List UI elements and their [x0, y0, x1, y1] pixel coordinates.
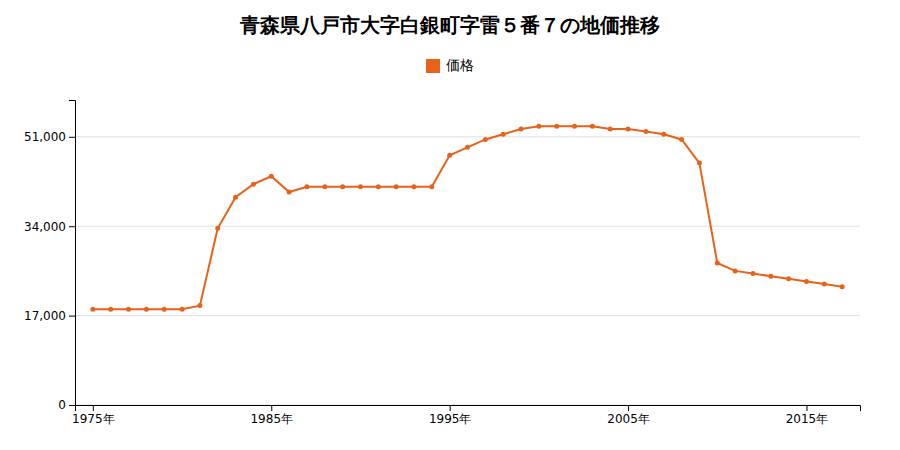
tick-mark [93, 405, 94, 411]
marker [501, 132, 506, 137]
marker [126, 307, 131, 312]
marker [429, 184, 434, 189]
tick-label: 34,000 [24, 220, 66, 234]
marker [394, 184, 399, 189]
tick-mark [69, 226, 75, 227]
marker [786, 276, 791, 281]
x-axis: 1975年 1985年 1995年 2005年 2015年 [72, 405, 860, 426]
tick-label: 0 [58, 398, 66, 412]
tick-label: 17,000 [24, 309, 66, 323]
marker [715, 261, 720, 266]
tick-mark [69, 405, 75, 406]
axis-line [76, 406, 861, 412]
marker [626, 126, 631, 131]
marker [572, 124, 577, 129]
marker [108, 307, 113, 312]
marker [180, 307, 185, 312]
tick-label: 2005年 [607, 412, 650, 426]
marker [304, 184, 309, 189]
marker [197, 303, 202, 308]
y-axis: 0 17,000 34,000 51,000 [24, 101, 76, 413]
marker [287, 190, 292, 195]
marker [536, 124, 541, 129]
marker [340, 184, 345, 189]
title: 青森県八戸市大字白銀町字雷５番７の地価推移 [239, 13, 660, 37]
tick-mark [69, 316, 75, 317]
marker [750, 271, 755, 276]
marker [251, 182, 256, 187]
marker [519, 126, 524, 131]
grid-line [75, 136, 860, 137]
marker [447, 153, 452, 158]
grid-line [75, 315, 860, 316]
marker [822, 282, 827, 287]
marker [411, 184, 416, 189]
legend-item: 価格 [426, 57, 474, 73]
marker [144, 307, 149, 312]
grid [75, 137, 860, 405]
marker [322, 184, 327, 189]
chart: 青森県八戸市大字白銀町字雷５番７の地価推移 1975年 1985年 1995年 2005… [0, 0, 900, 450]
marker [608, 126, 613, 131]
tick-label: 1975年 [72, 412, 115, 426]
marker [215, 226, 220, 231]
marker [733, 268, 738, 273]
marker [768, 274, 773, 279]
marker [90, 307, 95, 312]
marker [804, 279, 809, 284]
tick-label: 1995年 [429, 412, 472, 426]
marker [358, 184, 363, 189]
tick: 51,000 [24, 130, 75, 144]
marker [661, 132, 666, 137]
tick-label: 51,000 [24, 130, 66, 144]
marker [643, 129, 648, 134]
tick-mark [450, 405, 451, 411]
tick: 17,000 [24, 309, 75, 323]
tick: 2015年 [786, 405, 829, 426]
tick: 2005年 [607, 405, 650, 426]
line [93, 126, 842, 309]
marker [697, 161, 702, 166]
marker [162, 307, 167, 312]
grid-line [75, 226, 860, 227]
legend-label: 価格 [446, 57, 474, 73]
marker [269, 174, 274, 179]
tick-mark [69, 137, 75, 138]
marker [233, 195, 238, 200]
marks [90, 124, 844, 312]
tick: 1995年 [429, 405, 472, 426]
marker [465, 145, 470, 150]
tick: 0 [58, 398, 75, 412]
marker [483, 137, 488, 142]
marker [554, 124, 559, 129]
tick-mark [271, 405, 272, 411]
tick-mark [628, 405, 629, 411]
legend: 価格 [426, 57, 474, 73]
plot: 1975年 1985年 1995年 2005年 2015年 0 17,000 34,000 51… [24, 101, 861, 426]
tick-mark [806, 405, 807, 411]
marker [376, 184, 381, 189]
tick-label: 1985年 [250, 412, 293, 426]
marker [679, 137, 684, 142]
tick-label: 2015年 [786, 412, 829, 426]
marker [840, 284, 845, 289]
tick: 34,000 [24, 220, 75, 234]
axis-line [69, 101, 76, 406]
marker [590, 124, 595, 129]
tick: 1985年 [250, 405, 293, 426]
tick: 1975年 [72, 405, 115, 426]
legend-swatch [426, 59, 440, 73]
